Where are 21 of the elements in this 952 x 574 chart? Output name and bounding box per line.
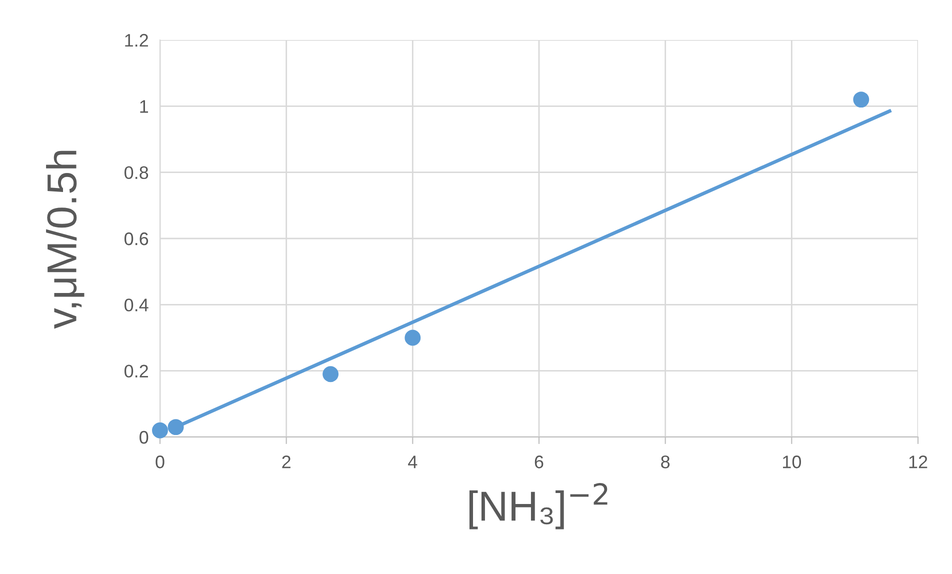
y-tick-label: 0 bbox=[140, 430, 148, 444]
x-tick-label: 8 bbox=[661, 456, 670, 468]
y-tick-label: 1 bbox=[140, 100, 148, 113]
y-tick-label: 0.2 bbox=[124, 364, 148, 378]
x-tick-label: 10 bbox=[783, 456, 802, 468]
x-tick-label: 4 bbox=[408, 456, 418, 468]
point bbox=[404, 330, 421, 346]
x-axis-title: [NH₃]$^{−2}$ bbox=[469, 483, 608, 530]
y-tick-label: 0.6 bbox=[124, 232, 148, 246]
x-tick-label: 12 bbox=[909, 456, 928, 468]
y-tick-label: 1.2 bbox=[125, 34, 148, 47]
point bbox=[853, 92, 870, 108]
y-tick-label: 0.8 bbox=[124, 166, 148, 180]
y-tick-label: 0.4 bbox=[124, 298, 148, 312]
point bbox=[152, 422, 168, 438]
x-tick-label: 6 bbox=[534, 456, 544, 468]
x-tick-label: 2 bbox=[282, 456, 290, 468]
point bbox=[322, 366, 339, 382]
point bbox=[168, 419, 184, 436]
y-axis-title: v,μM/0.5h bbox=[46, 150, 84, 329]
x-tick-label: 0 bbox=[156, 456, 164, 468]
